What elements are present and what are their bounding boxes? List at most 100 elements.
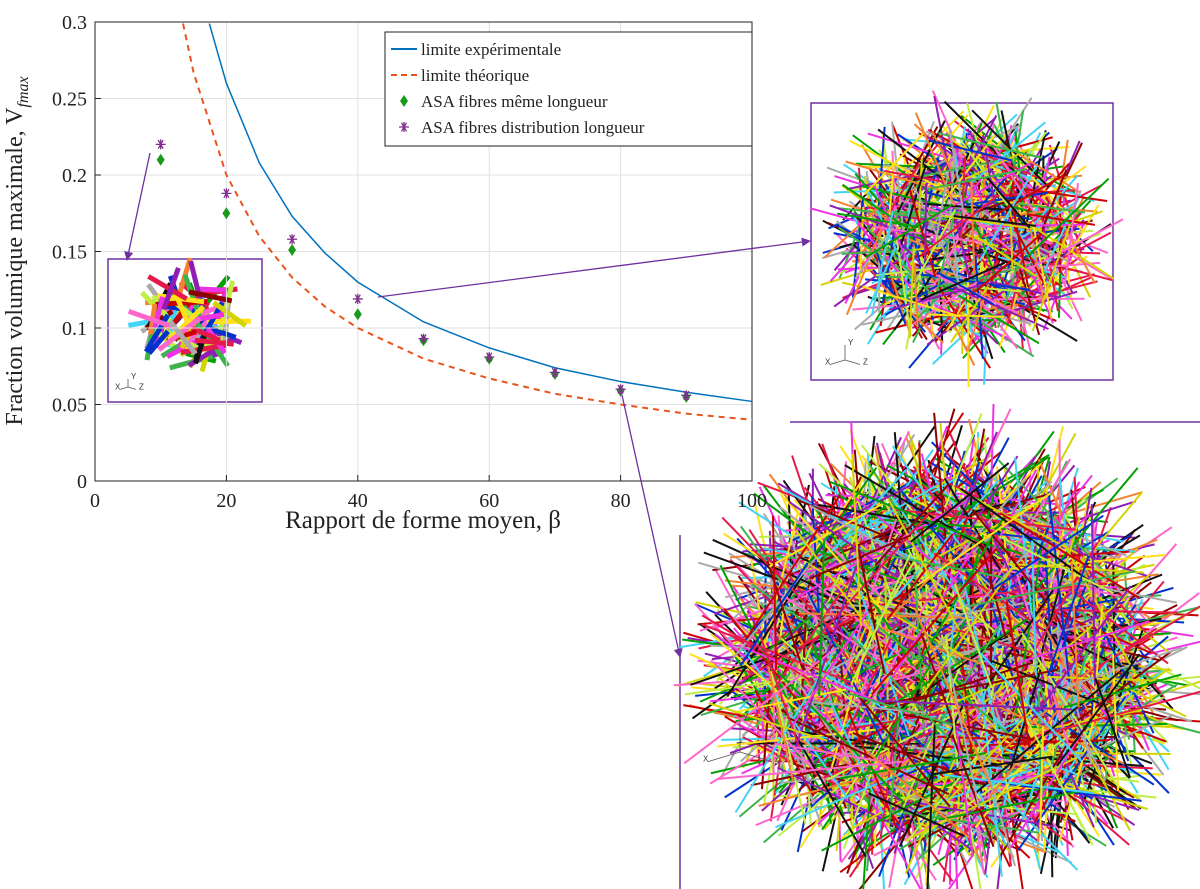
fiber (836, 717, 1021, 758)
fiber (863, 132, 925, 196)
fiber (701, 614, 847, 703)
fiber (918, 582, 1108, 602)
point (288, 243, 297, 256)
fiber (188, 289, 233, 304)
fiber (914, 112, 956, 207)
inset-axis-label: Z (139, 382, 144, 391)
point (615, 384, 626, 395)
fiber (1068, 588, 1169, 665)
fiber (855, 576, 942, 729)
fiber (721, 516, 839, 637)
fiber (909, 189, 937, 277)
fiber (979, 652, 1083, 763)
fiber (953, 583, 993, 689)
fiber (1048, 675, 1158, 682)
fiber (746, 494, 841, 639)
fiber (866, 227, 937, 299)
fiber (878, 545, 977, 699)
fiber (1015, 273, 1095, 297)
x-axis-label: Rapport de forme moyen, β (285, 507, 561, 534)
fiber (879, 668, 1059, 707)
fiber (906, 456, 1049, 549)
fiber (913, 262, 919, 328)
y-tick-label: 0.25 (52, 89, 87, 111)
fiber (927, 168, 1027, 191)
arrow (124, 152, 151, 261)
fiber (708, 702, 828, 742)
fiber (897, 164, 927, 253)
fiber (1063, 182, 1080, 286)
y-axis-label: Fraction volumique maximale, Vfmax (2, 76, 32, 425)
fiber (920, 261, 1006, 301)
fiber (787, 488, 794, 636)
fiber (1025, 177, 1110, 258)
x-tick-label: 100 (737, 490, 767, 512)
fiber (684, 672, 832, 696)
legend-swatch (400, 95, 408, 107)
fiber (1008, 216, 1048, 289)
fiber (743, 649, 849, 800)
fiber (911, 231, 934, 321)
fiber (968, 570, 1136, 608)
fiber (964, 148, 1030, 180)
fiber (771, 515, 778, 671)
fiber (971, 508, 1048, 604)
fiber (194, 337, 234, 347)
fiber (1021, 632, 1120, 789)
inset-axes (829, 345, 861, 365)
y-axis-label-text: Fraction volumique maximale, V (2, 107, 28, 426)
fiber (1019, 706, 1094, 846)
fiber (1047, 578, 1090, 685)
fiber (1058, 535, 1143, 687)
fiber (990, 290, 1078, 319)
fiber (865, 203, 954, 258)
fiber (838, 226, 921, 284)
point (352, 293, 363, 304)
inset-axis-label: Y (743, 713, 749, 722)
legend-swatch (399, 122, 409, 132)
fiber (1056, 653, 1141, 767)
fiber (1035, 169, 1068, 244)
fiber (874, 248, 907, 325)
series-line (182, 23, 753, 421)
legend-label: limite théorique (421, 66, 529, 85)
fiber (829, 481, 994, 548)
fiber (1009, 507, 1127, 557)
fiber (910, 462, 1010, 543)
fiber (999, 512, 1140, 599)
fiber (1090, 504, 1096, 686)
fiber (772, 588, 916, 684)
fiber (1011, 186, 1108, 202)
x-tick-label: 80 (611, 490, 631, 512)
legend-label: ASA fibres distribution longueur (421, 118, 645, 137)
fiber (921, 468, 1052, 535)
fiber (1039, 726, 1045, 835)
fiber (916, 492, 1051, 587)
fiber (143, 313, 171, 354)
fiber (902, 713, 1035, 741)
fiber (817, 503, 929, 525)
fiber (967, 246, 1036, 311)
fiber (991, 143, 1036, 214)
point (418, 333, 429, 344)
fiber (1015, 573, 1073, 755)
fiber (815, 508, 914, 667)
fiber (783, 496, 884, 611)
fiber (979, 151, 1040, 180)
fiber (891, 497, 967, 608)
fiber (839, 752, 986, 780)
fiber (921, 206, 977, 309)
fiber (1057, 646, 1183, 691)
fiber (212, 300, 248, 328)
point (155, 139, 166, 150)
fiber (147, 329, 170, 355)
fiber (846, 692, 954, 726)
fiber (985, 607, 1178, 614)
point (156, 153, 165, 166)
fiber (886, 497, 961, 631)
inset-axis-label: Y (131, 372, 137, 381)
fiber (788, 501, 899, 579)
fiber (971, 109, 1050, 188)
x-tick-label: 20 (216, 490, 236, 512)
